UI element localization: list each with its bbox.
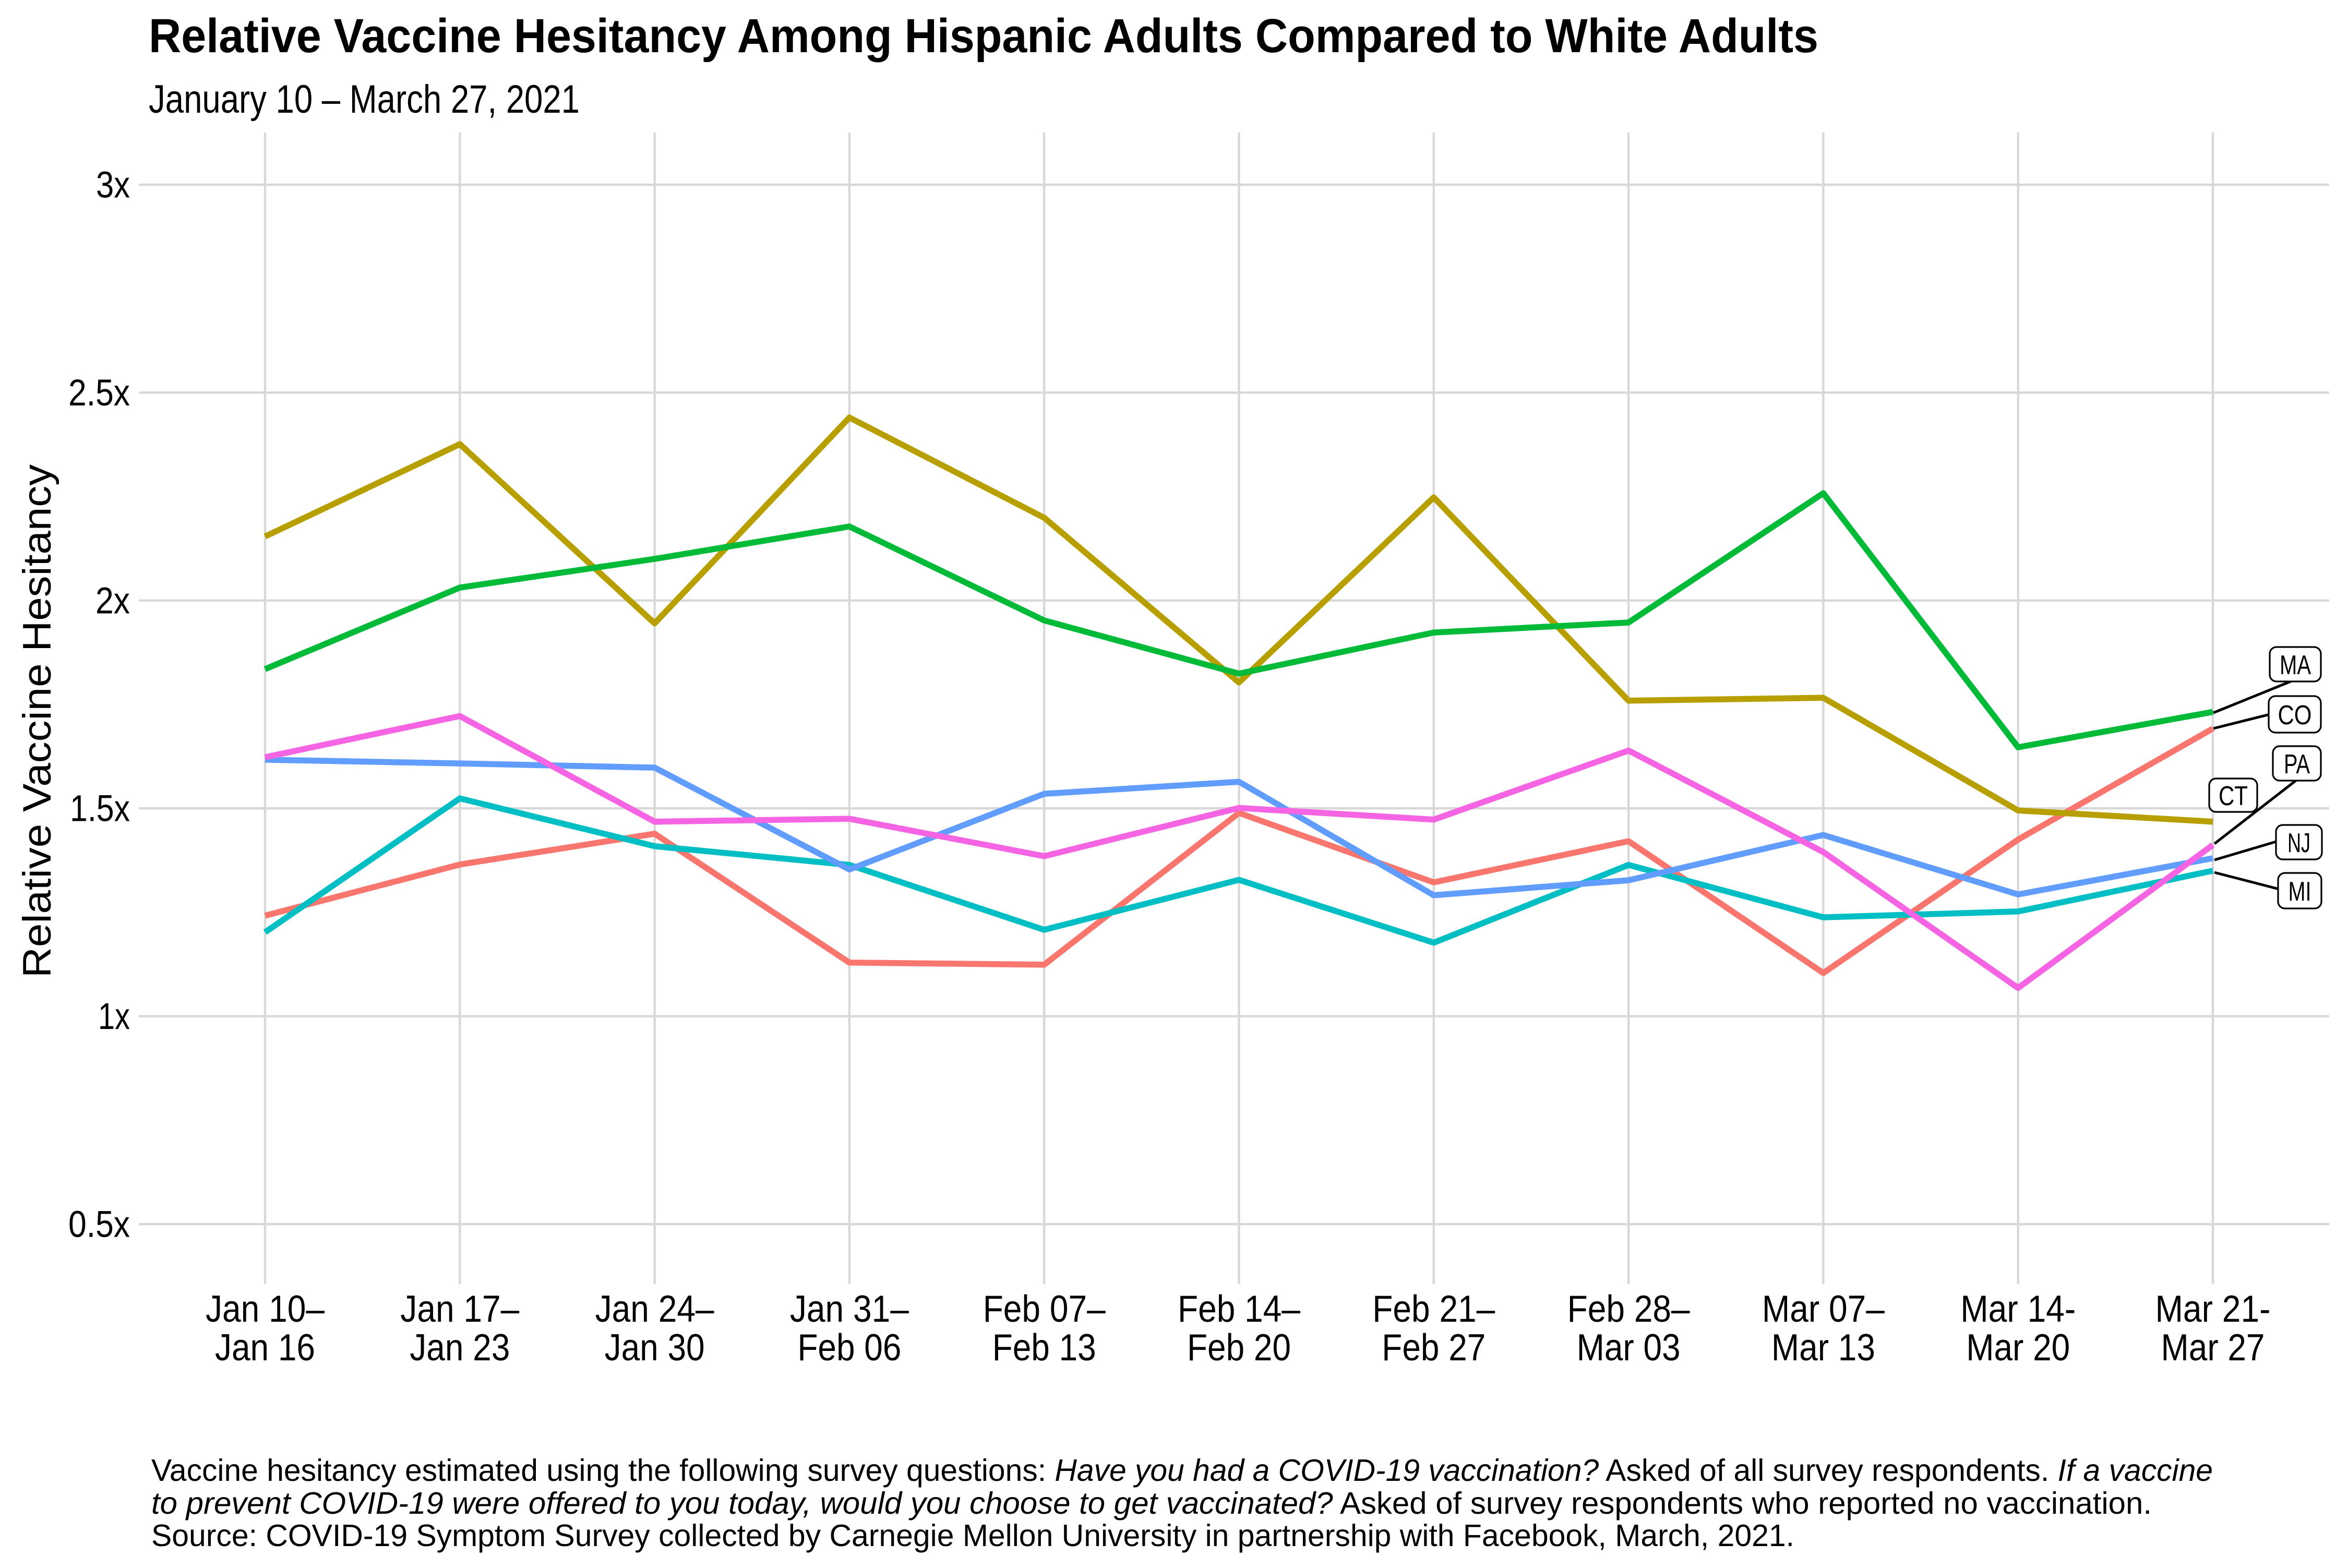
svg-text:Mar 14-: Mar 14- <box>1960 1288 2076 1330</box>
svg-text:Relative Vaccine Hesitancy Amo: Relative Vaccine Hesitancy Among Hispani… <box>149 9 1818 63</box>
svg-text:Relative Vaccine Hesitancy: Relative Vaccine Hesitancy <box>15 464 59 978</box>
svg-text:Feb 28–: Feb 28– <box>1567 1288 1691 1330</box>
svg-text:2x: 2x <box>95 580 130 621</box>
svg-text:1.5x: 1.5x <box>70 788 130 830</box>
svg-text:3x: 3x <box>96 165 130 206</box>
svg-text:January 10 – March 27, 2021: January 10 – March 27, 2021 <box>149 77 580 122</box>
svg-text:Mar 27: Mar 27 <box>2161 1327 2265 1369</box>
svg-text:Feb 21–: Feb 21– <box>1372 1288 1495 1330</box>
svg-text:MI: MI <box>2289 877 2311 907</box>
svg-text:Feb 20: Feb 20 <box>1187 1327 1291 1369</box>
svg-text:Feb 07–: Feb 07– <box>983 1288 1106 1330</box>
svg-text:Feb 14–: Feb 14– <box>1178 1288 1301 1330</box>
svg-text:Mar 07–: Mar 07– <box>1762 1288 1885 1330</box>
svg-text:to prevent COVID-19 were offer: to prevent COVID-19 were offered to you … <box>151 1486 2152 1521</box>
svg-text:2.5x: 2.5x <box>68 373 130 414</box>
svg-text:PA: PA <box>2284 749 2310 780</box>
svg-text:Mar 03: Mar 03 <box>1577 1327 1681 1369</box>
svg-text:MA: MA <box>2280 650 2311 680</box>
svg-text:Jan 24–: Jan 24– <box>595 1288 715 1330</box>
svg-text:Jan 17–: Jan 17– <box>400 1288 520 1330</box>
svg-text:Feb 27: Feb 27 <box>1382 1327 1486 1369</box>
svg-text:Mar 13: Mar 13 <box>1771 1327 1875 1369</box>
svg-text:CT: CT <box>2219 781 2248 811</box>
svg-text:CO: CO <box>2278 700 2312 731</box>
svg-text:1x: 1x <box>98 996 130 1037</box>
svg-text:Jan 23: Jan 23 <box>410 1327 510 1369</box>
svg-text:Source: COVID-19 Symptom Surve: Source: COVID-19 Symptom Survey collecte… <box>151 1518 1794 1553</box>
svg-text:Mar 21-: Mar 21- <box>2155 1288 2271 1330</box>
svg-text:NJ: NJ <box>2287 828 2310 858</box>
svg-text:0.5x: 0.5x <box>68 1204 130 1246</box>
svg-text:Feb 13: Feb 13 <box>992 1327 1096 1369</box>
svg-text:Vaccine hesitancy estimated us: Vaccine hesitancy estimated using the fo… <box>151 1453 2213 1488</box>
svg-text:Jan 30: Jan 30 <box>605 1327 705 1369</box>
svg-text:Jan 10–: Jan 10– <box>206 1288 325 1330</box>
svg-text:Jan 16: Jan 16 <box>215 1327 315 1369</box>
svg-text:Feb 06: Feb 06 <box>797 1327 901 1369</box>
svg-text:Jan 31–: Jan 31– <box>790 1288 909 1330</box>
svg-text:Mar 20: Mar 20 <box>1966 1327 2070 1369</box>
